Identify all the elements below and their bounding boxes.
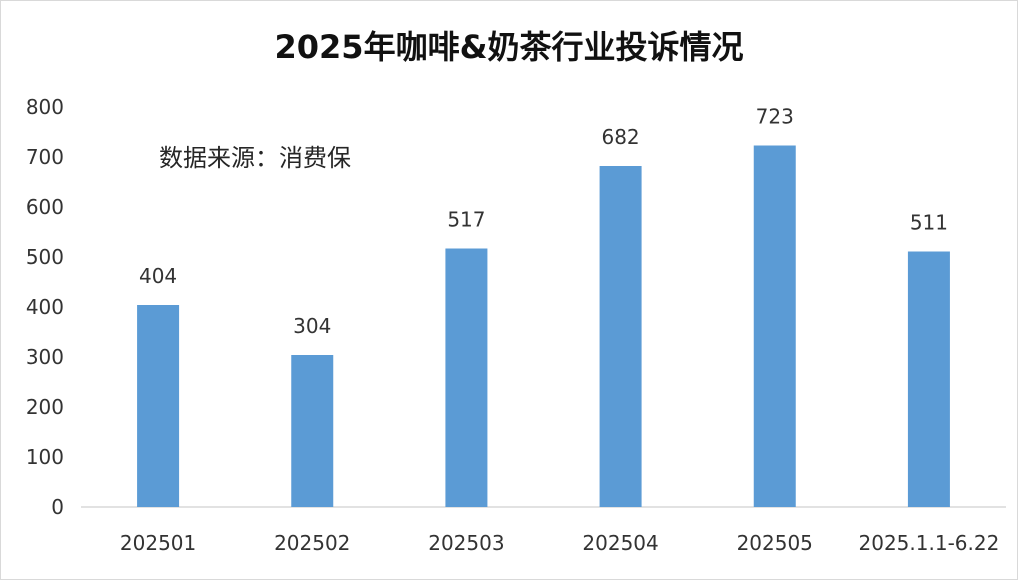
x-tick-label: 202505 (737, 531, 813, 555)
bar-series (137, 145, 950, 507)
data-labels: 404 304 517 682 723 511 (139, 105, 948, 339)
y-tick-label: 800 (26, 95, 64, 119)
bar-202505 (753, 145, 796, 507)
y-tick-label: 300 (26, 345, 64, 369)
x-tick-label: 202504 (582, 531, 658, 555)
chart-title: 2025年咖啡&奶茶行业投诉情况 (275, 28, 744, 66)
x-tick-label: 202501 (120, 531, 196, 555)
y-tick-label: 0 (51, 495, 64, 519)
y-tick-label: 700 (26, 145, 64, 169)
bar-202504 (599, 166, 642, 507)
y-tick-label: 500 (26, 245, 64, 269)
data-label: 723 (756, 105, 794, 129)
data-label: 511 (910, 211, 948, 235)
x-tick-label: 202502 (274, 531, 350, 555)
data-label: 517 (447, 208, 485, 232)
data-label: 682 (601, 125, 639, 149)
y-tick-label: 600 (26, 195, 64, 219)
bar-2025.1.1-6.22 (907, 251, 950, 507)
bar-202501 (137, 305, 180, 507)
y-tick-label: 200 (26, 395, 64, 419)
bar-202502 (291, 355, 334, 507)
bar-202503 (445, 248, 488, 507)
data-label: 404 (139, 264, 177, 288)
y-tick-label: 400 (26, 295, 64, 319)
y-axis: 0 100 200 300 400 500 600 700 800 (26, 95, 64, 519)
data-label: 304 (293, 314, 331, 338)
x-tick-label: 2025.1.1-6.22 (859, 531, 1000, 555)
x-axis: 202501 202502 202503 202504 202505 2025.1.1-6… (120, 531, 999, 555)
x-tick-label: 202503 (428, 531, 504, 555)
source-note: 数据来源：消费保 (159, 144, 351, 172)
y-tick-label: 100 (26, 445, 64, 469)
